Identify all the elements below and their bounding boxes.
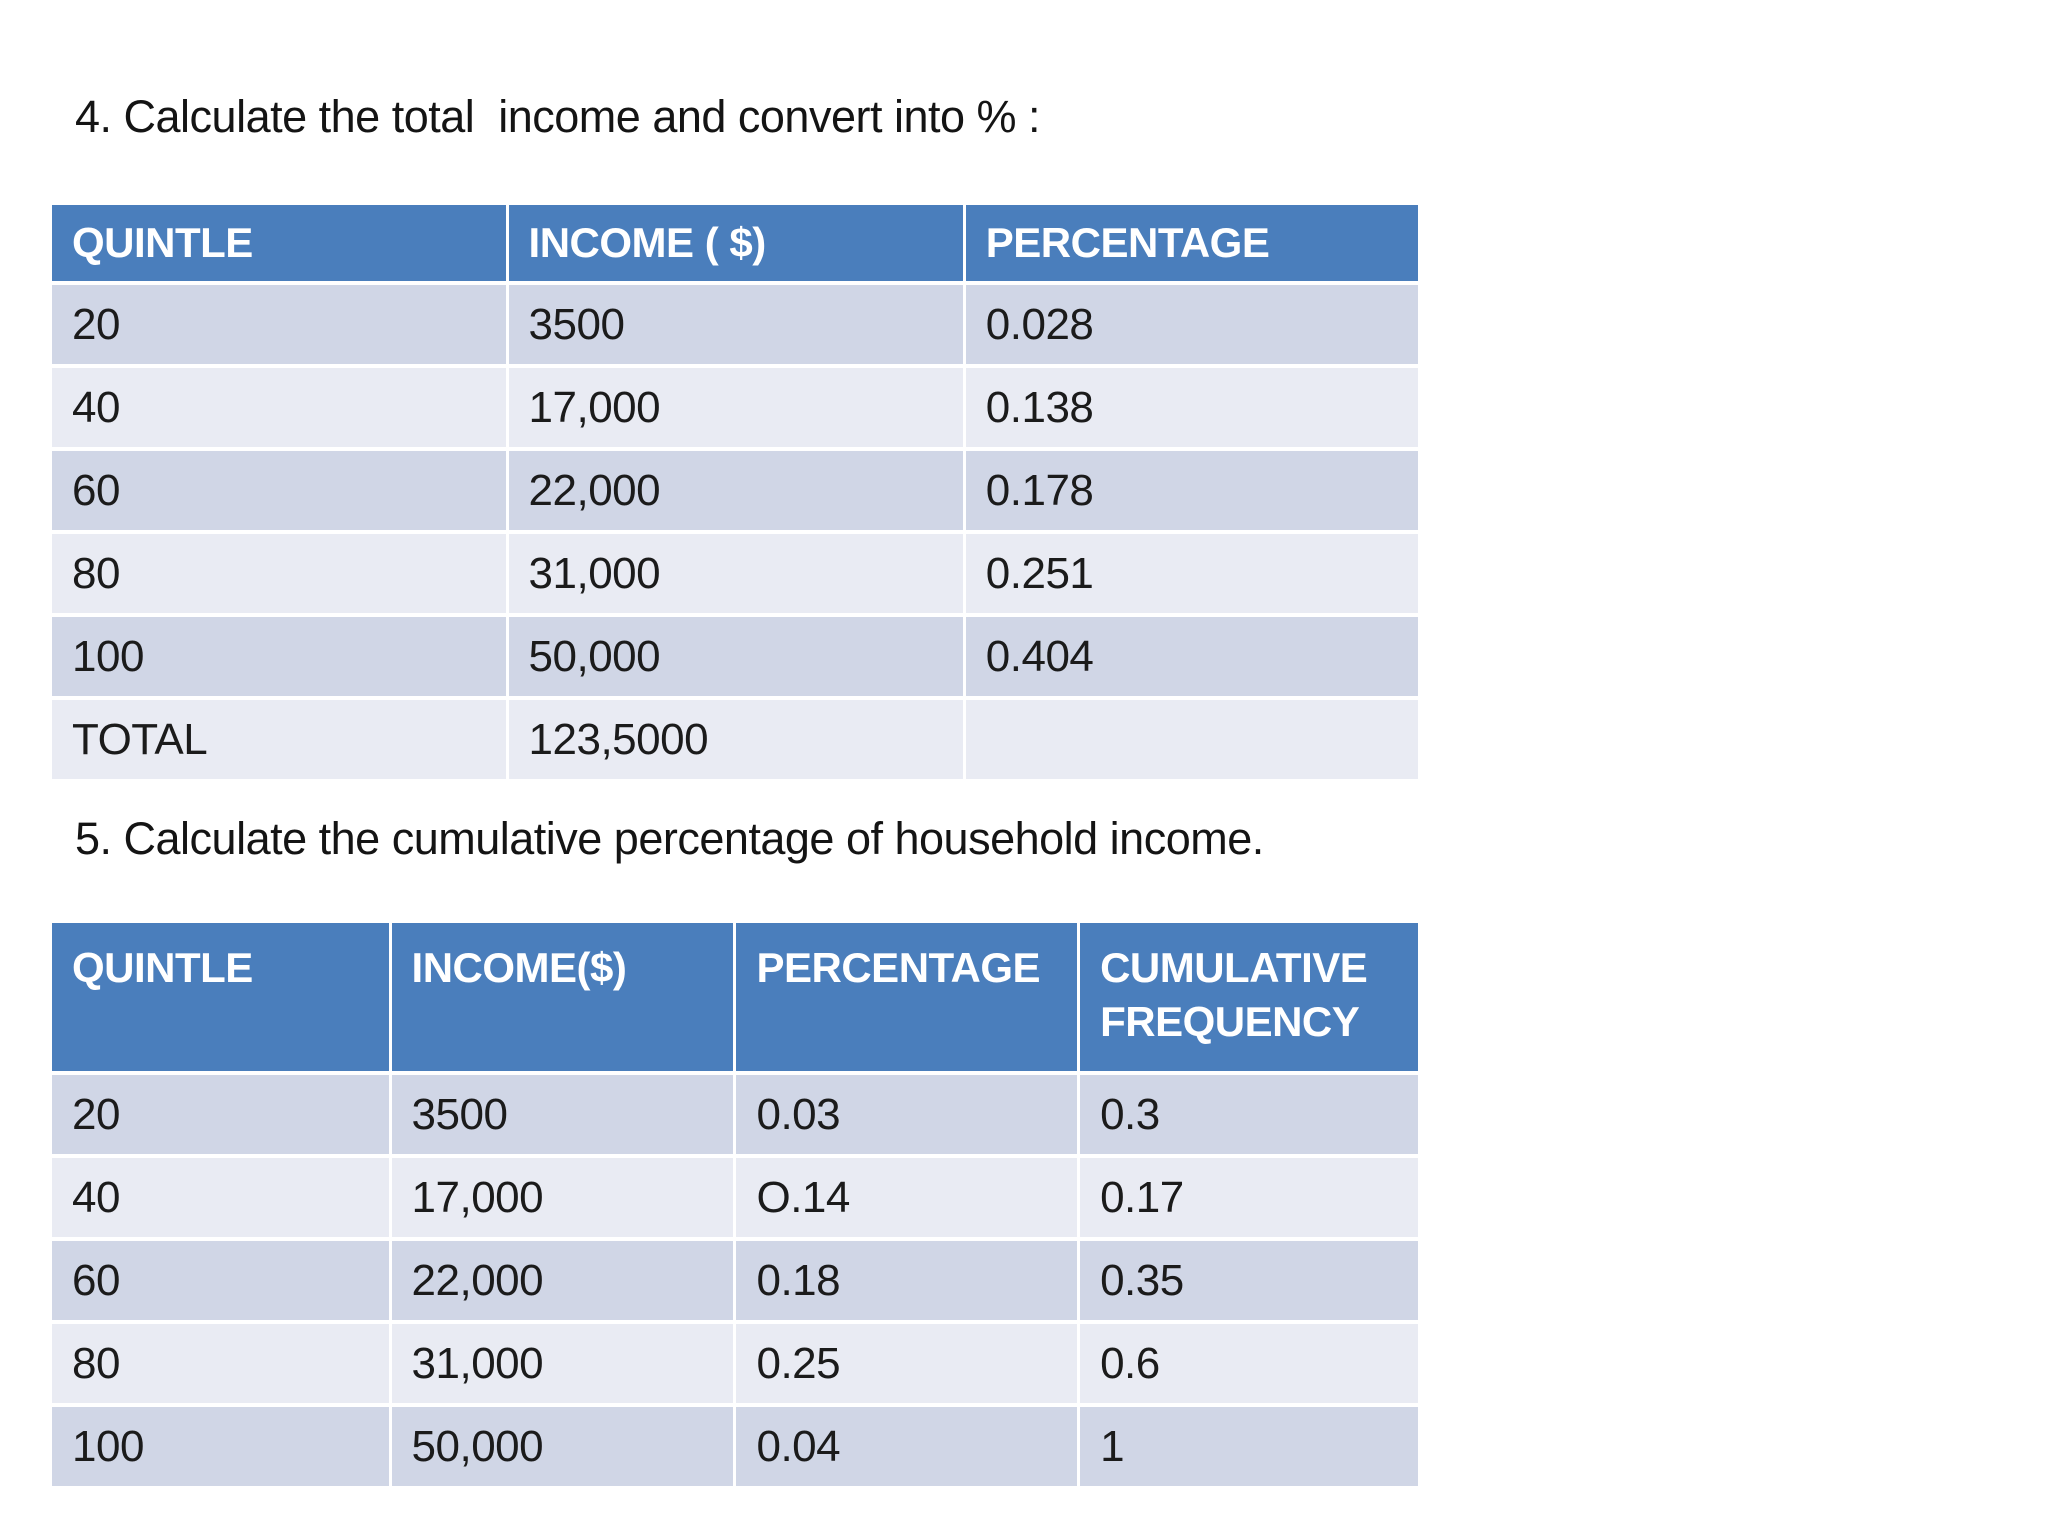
income-cell: 17,000 xyxy=(508,368,963,447)
table-row: 60 22,000 0.178 xyxy=(52,451,1418,530)
table-total-row: TOTAL 123,5000 xyxy=(52,700,1418,779)
column-header-cumulative-frequency: CUMULATIVE FREQUENCY xyxy=(1080,923,1418,1071)
table-row: 20 3500 0.028 xyxy=(52,285,1418,364)
quintle-cell: 60 xyxy=(52,1241,389,1320)
total-label-cell: TOTAL xyxy=(52,700,506,779)
income-cell: 50,000 xyxy=(508,617,963,696)
income-cell: 3500 xyxy=(508,285,963,364)
quintle-cell: 100 xyxy=(52,617,506,696)
percentage-cell: 0.03 xyxy=(736,1075,1078,1154)
quintle-cell: 100 xyxy=(52,1407,389,1486)
table-header-row: QUINTLE INCOME ( $) PERCENTAGE xyxy=(52,205,1418,281)
table-row: 60 22,000 0.18 0.35 xyxy=(52,1241,1418,1320)
percentage-cell: 0.178 xyxy=(965,451,1418,530)
quintle-cell: 40 xyxy=(52,368,506,447)
cumulative-frequency-cell: 0.3 xyxy=(1080,1075,1418,1154)
income-percentage-table: QUINTLE INCOME ( $) PERCENTAGE 20 3500 0… xyxy=(49,201,1421,783)
income-cell: 31,000 xyxy=(508,534,963,613)
percentage-cell: 0.138 xyxy=(965,368,1418,447)
percentage-cell: 0.04 xyxy=(736,1407,1078,1486)
column-header-quintle: QUINTLE xyxy=(52,205,506,281)
question-4-title: 4. Calculate the total income and conver… xyxy=(75,91,1041,142)
empty-cell xyxy=(965,700,1418,779)
table-row: 80 31,000 0.251 xyxy=(52,534,1418,613)
table-header-row: QUINTLE INCOME($) PERCENTAGE CUMULATIVE … xyxy=(52,923,1418,1071)
total-income-cell: 123,5000 xyxy=(508,700,963,779)
table-row: 80 31,000 0.25 0.6 xyxy=(52,1324,1418,1403)
percentage-cell: 0.251 xyxy=(965,534,1418,613)
income-cell: 3500 xyxy=(391,1075,734,1154)
table-row: 100 50,000 0.404 xyxy=(52,617,1418,696)
column-header-income: INCOME ( $) xyxy=(508,205,963,281)
percentage-cell: O.14 xyxy=(736,1158,1078,1237)
column-header-percentage: PERCENTAGE xyxy=(965,205,1418,281)
table-row: 40 17,000 0.138 xyxy=(52,368,1418,447)
income-cell: 17,000 xyxy=(391,1158,734,1237)
quintle-cell: 20 xyxy=(52,285,506,364)
income-cell: 22,000 xyxy=(508,451,963,530)
column-header-income: INCOME($) xyxy=(391,923,734,1071)
cumulative-frequency-cell: 0.17 xyxy=(1080,1158,1418,1237)
cumulative-frequency-table: QUINTLE INCOME($) PERCENTAGE CUMULATIVE … xyxy=(49,919,1421,1490)
table-row: 40 17,000 O.14 0.17 xyxy=(52,1158,1418,1237)
quintle-cell: 60 xyxy=(52,451,506,530)
table-row: 20 3500 0.03 0.3 xyxy=(52,1075,1418,1154)
column-header-quintle: QUINTLE xyxy=(52,923,389,1071)
quintle-cell: 40 xyxy=(52,1158,389,1237)
percentage-cell: 0.18 xyxy=(736,1241,1078,1320)
income-cell: 50,000 xyxy=(391,1407,734,1486)
cumulative-frequency-cell: 0.35 xyxy=(1080,1241,1418,1320)
question-5-title: 5. Calculate the cumulative percentage o… xyxy=(75,813,1264,864)
income-cell: 22,000 xyxy=(391,1241,734,1320)
quintle-cell: 80 xyxy=(52,534,506,613)
income-cell: 31,000 xyxy=(391,1324,734,1403)
table-row: 100 50,000 0.04 1 xyxy=(52,1407,1418,1486)
column-header-percentage: PERCENTAGE xyxy=(736,923,1078,1071)
quintle-cell: 20 xyxy=(52,1075,389,1154)
percentage-cell: 0.404 xyxy=(965,617,1418,696)
percentage-cell: 0.25 xyxy=(736,1324,1078,1403)
percentage-cell: 0.028 xyxy=(965,285,1418,364)
quintle-cell: 80 xyxy=(52,1324,389,1403)
cumulative-frequency-cell: 0.6 xyxy=(1080,1324,1418,1403)
cumulative-frequency-cell: 1 xyxy=(1080,1407,1418,1486)
